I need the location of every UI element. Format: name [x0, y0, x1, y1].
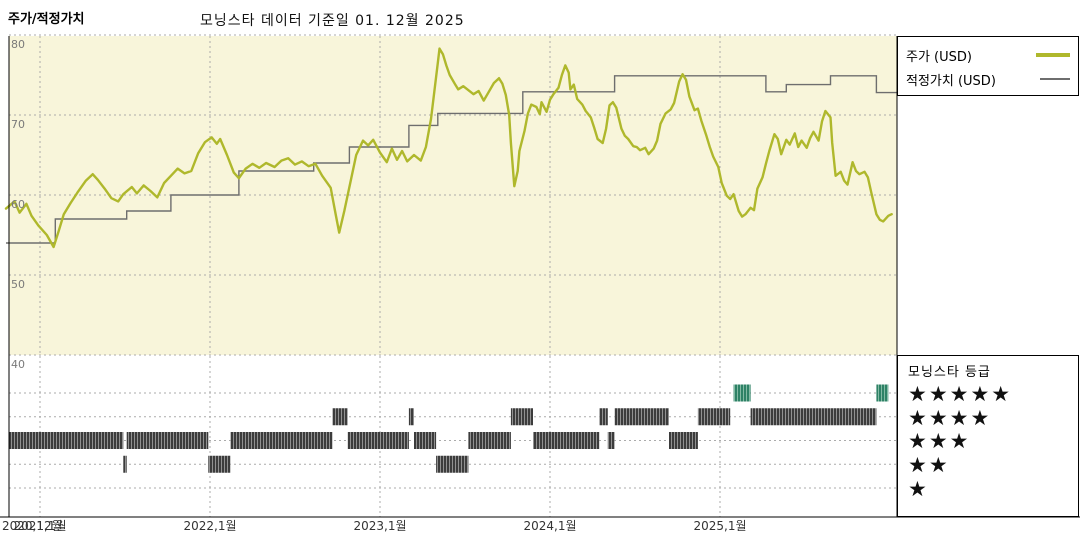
- rating-row-5-stars: ★★★★★: [908, 382, 1013, 406]
- legend-row-fair-value: 적정가치 (USD): [906, 67, 1070, 91]
- svg-text:2022,1월: 2022,1월: [183, 519, 236, 533]
- fair-value-line: [6, 75, 897, 244]
- price-pane-background: [9, 36, 897, 355]
- svg-text:60: 60: [11, 198, 25, 211]
- rating-row-2-stars: ★★: [908, 453, 950, 477]
- legend-row-price: 주가 (USD): [906, 43, 1070, 67]
- svg-text:2020,12월: 2020,12월: [2, 519, 63, 533]
- svg-text:80: 80: [11, 38, 25, 51]
- price-line: [4, 47, 893, 249]
- svg-text:70: 70: [11, 118, 25, 131]
- series-legend: 주가 (USD) 적정가치 (USD): [897, 36, 1079, 96]
- rating-row-3-stars: ★★★: [908, 429, 971, 453]
- rating-bars: [9, 384, 889, 473]
- rating-row-4-stars: ★★★★: [908, 406, 992, 430]
- price-series-label: 주가 (USD): [906, 49, 972, 65]
- fair-value-series-label: 적정가치 (USD): [906, 73, 996, 89]
- rating-legend-title: 모닝스타 등급: [908, 365, 991, 380]
- rating-row-1-star: ★: [908, 477, 929, 501]
- rating-legend-panel: 모닝스타 등급 ★★★★★ ★★★★ ★★★ ★★ ★: [897, 355, 1079, 517]
- fair-value-line-swatch: [1040, 78, 1070, 80]
- as-of-date-subtitle: 모닝스타 데이터 기준일 01. 12월 2025: [200, 13, 465, 29]
- page-title: 주가/적정가치: [8, 12, 85, 27]
- svg-text:2021,1월: 2021,1월: [13, 519, 66, 533]
- svg-text:50: 50: [11, 278, 25, 291]
- svg-text:40: 40: [11, 358, 25, 371]
- y-axis-labels: 80 70 60 50 40: [11, 38, 25, 371]
- svg-text:2025,1월: 2025,1월: [693, 519, 746, 533]
- price-line-swatch: [1036, 53, 1070, 57]
- svg-text:2023,1월: 2023,1월: [353, 519, 406, 533]
- svg-text:2024,1월: 2024,1월: [523, 519, 576, 533]
